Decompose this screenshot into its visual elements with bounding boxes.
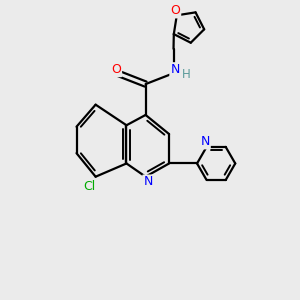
Text: N: N <box>143 176 153 188</box>
Text: N: N <box>200 135 210 148</box>
Text: O: O <box>111 63 121 76</box>
Text: Cl: Cl <box>84 180 96 193</box>
Text: H: H <box>182 68 191 81</box>
Text: O: O <box>170 4 180 17</box>
Text: N: N <box>170 63 180 76</box>
